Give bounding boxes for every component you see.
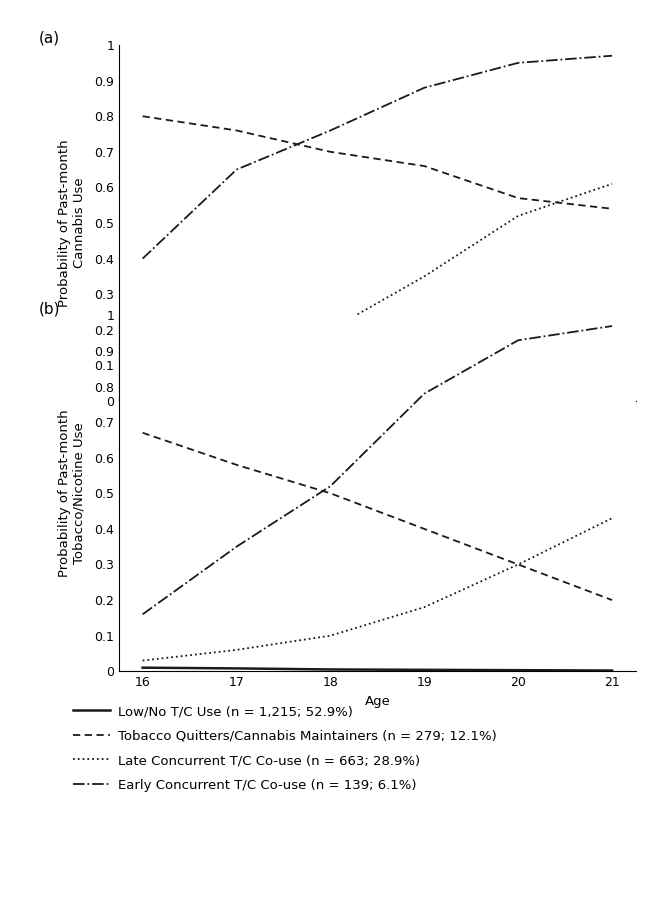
X-axis label: Age: Age: [364, 695, 391, 707]
Text: (a): (a): [39, 31, 60, 46]
X-axis label: Age: Age: [364, 424, 391, 437]
Y-axis label: Probability of Past-month
Tobacco/Nicotine Use: Probability of Past-month Tobacco/Nicoti…: [58, 409, 86, 578]
Legend: Low/No T/C Use (n = 1,215; 52.9%), Tobacco Quitters/Cannabis Maintainers (n = 27: Low/No T/C Use (n = 1,215; 52.9%), Tobac…: [73, 705, 496, 792]
Text: (b): (b): [39, 301, 61, 316]
Y-axis label: Probability of Past-month
Cannabis Use: Probability of Past-month Cannabis Use: [58, 139, 86, 307]
